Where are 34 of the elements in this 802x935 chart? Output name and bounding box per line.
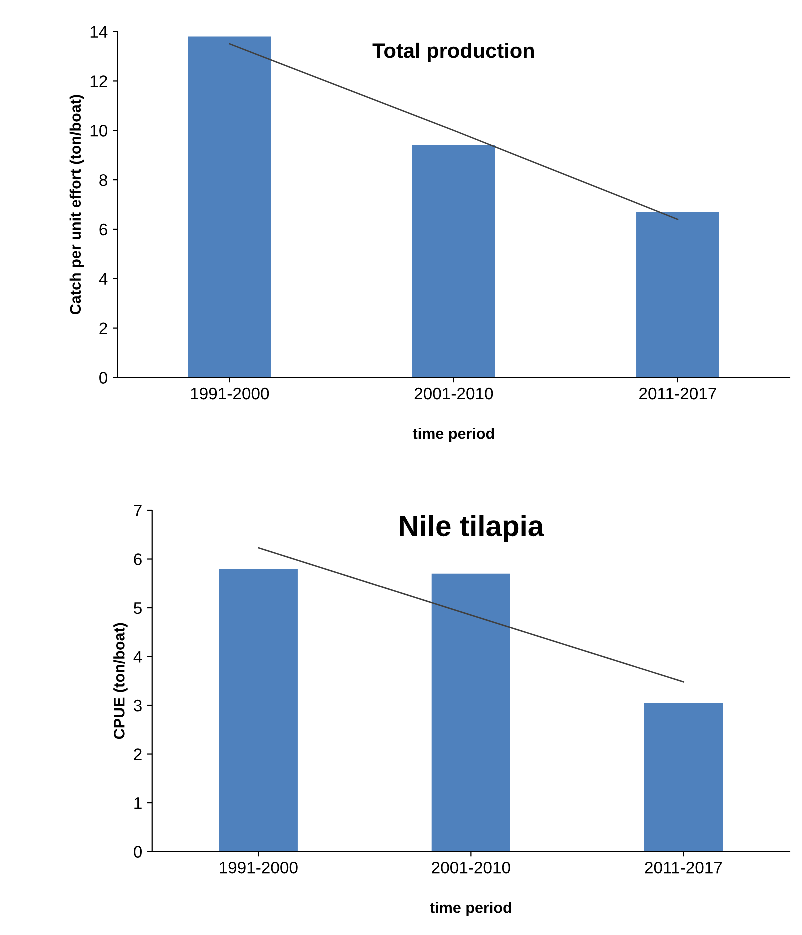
y-tick-label: 5 <box>134 602 142 614</box>
x-tick-label: 2011-2017 <box>640 388 716 400</box>
y-tick-label: 12 <box>90 76 108 88</box>
bar <box>432 574 510 852</box>
y-axis-title: Catch per unit effort (ton/boat) <box>70 95 84 314</box>
x-tick-label: 1991-2000 <box>220 862 298 874</box>
bar <box>636 212 720 378</box>
y-tick-label: 0 <box>100 372 108 384</box>
y-tick-label: 0 <box>134 846 142 858</box>
bar <box>644 703 724 852</box>
x-tick-label: 2001-2010 <box>432 862 510 874</box>
bar <box>412 145 496 378</box>
y-tick-label: 10 <box>90 125 108 137</box>
y-axis-title: CPUE (ton/boat) <box>114 623 128 740</box>
chart-title: Nile tilapia <box>400 515 544 542</box>
x-tick-label: 1991-2000 <box>191 388 270 400</box>
y-tick-label: 8 <box>100 174 108 186</box>
y-tick-label: 7 <box>134 505 142 517</box>
y-tick-label: 14 <box>90 26 108 38</box>
y-tick-label: 3 <box>134 700 142 712</box>
x-tick-label: 2001-2010 <box>414 388 494 400</box>
x-tick-label: 2011-2017 <box>645 862 722 874</box>
y-tick-label: 6 <box>134 554 142 566</box>
bar <box>219 569 298 852</box>
y-tick-label: 6 <box>100 224 108 236</box>
y-tick-label: 4 <box>99 273 108 285</box>
y-tick-label: 4 <box>134 651 142 663</box>
bar <box>188 36 272 378</box>
x-axis-title: time period <box>430 902 512 916</box>
y-tick-label: 1 <box>134 798 142 810</box>
x-axis-title: time period <box>412 428 494 442</box>
y-tick-label: 2 <box>134 748 142 760</box>
text: Total production <box>372 42 534 62</box>
y-tick-label: 2 <box>100 322 108 334</box>
